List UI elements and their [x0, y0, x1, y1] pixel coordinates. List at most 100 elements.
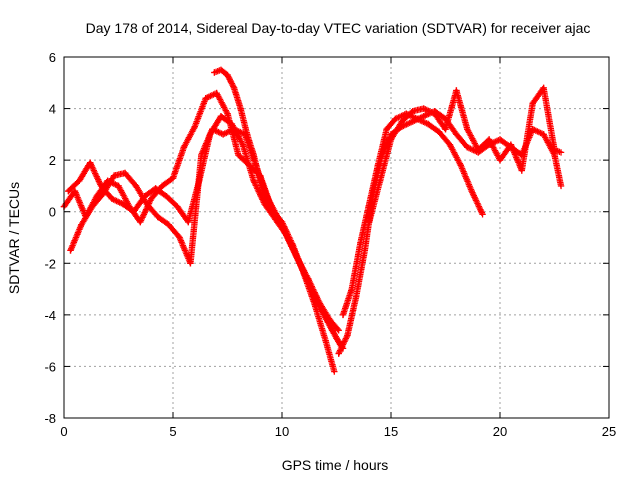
data-point: [300, 270, 307, 277]
data-point: [185, 218, 192, 226]
x-tick-label: 5: [169, 424, 176, 439]
x-tick-label: 0: [60, 424, 67, 439]
data-point: [409, 107, 416, 115]
data-series: [60, 66, 565, 375]
data-point: [119, 200, 127, 208]
data-point: [376, 177, 384, 184]
data-point: [442, 126, 449, 133]
data-point: [152, 185, 159, 192]
y-tick-label: -8: [44, 411, 56, 426]
data-point: [217, 113, 225, 120]
data-point: [198, 151, 205, 159]
data-point: [431, 110, 438, 117]
data-point: [191, 123, 198, 130]
data-point: [130, 208, 137, 215]
data-point: [97, 182, 105, 190]
data-point: [289, 242, 297, 249]
data-point: [250, 177, 257, 184]
data-point: [311, 301, 318, 308]
data-point: [335, 350, 342, 357]
grid: [64, 57, 609, 418]
data-point: [108, 195, 116, 203]
y-tick-label: 6: [49, 50, 56, 65]
data-point: [209, 126, 216, 133]
data-point: [71, 187, 79, 195]
series-track-a: [60, 89, 347, 352]
data-point: [219, 131, 227, 138]
data-point: [435, 128, 443, 135]
data-point: [187, 260, 194, 267]
data-point: [115, 182, 122, 190]
data-point: [529, 126, 536, 133]
data-point: [335, 327, 342, 334]
data-point: [65, 187, 72, 195]
data-point: [361, 247, 369, 254]
data-point: [174, 203, 181, 210]
data-point: [228, 120, 236, 128]
series-track-g: [366, 84, 565, 226]
data-point: [278, 218, 286, 226]
data-point: [464, 144, 471, 151]
data-point: [110, 172, 118, 179]
data-point: [148, 195, 155, 203]
data-point: [352, 293, 360, 301]
data-point: [398, 118, 406, 125]
data-point: [331, 368, 338, 375]
series-track-d: [211, 66, 338, 375]
x-tick-label: 15: [384, 424, 398, 439]
data-point: [86, 159, 94, 166]
data-point: [366, 218, 373, 226]
series-markers: [65, 113, 341, 333]
data-point: [392, 115, 399, 123]
x-tick-label: 20: [493, 424, 507, 439]
data-point: [479, 211, 486, 218]
data-point: [237, 105, 244, 112]
data-point: [165, 221, 172, 228]
data-point: [366, 200, 373, 208]
data-point: [213, 89, 220, 97]
tick-labels: 0 5 10 15 20 25 -8 -6 -4 -2 0 2 4 6: [44, 50, 616, 439]
series-markers: [60, 89, 346, 351]
data-point: [424, 120, 432, 128]
y-tick-label: 0: [49, 205, 56, 220]
data-point: [217, 66, 225, 74]
data-point: [250, 151, 257, 159]
data-point: [211, 69, 218, 76]
data-point: [485, 136, 493, 143]
data-point: [328, 327, 336, 334]
data-point: [453, 131, 460, 138]
data-point: [270, 208, 277, 215]
data-point: [202, 95, 209, 102]
data-point: [344, 332, 351, 339]
data-point: [158, 182, 166, 190]
data-point: [78, 221, 85, 228]
data-point: [100, 190, 107, 197]
y-tick-label: 2: [49, 153, 56, 168]
data-point: [154, 213, 161, 221]
plot-frame: [63, 56, 610, 419]
data-point: [243, 131, 251, 138]
series-track-c: [67, 126, 345, 349]
data-point: [224, 110, 231, 117]
x-tick-label: 10: [275, 424, 289, 439]
data-point: [163, 193, 170, 200]
data-point: [137, 218, 144, 226]
data-point: [464, 126, 471, 133]
data-point: [383, 126, 390, 133]
data-point: [496, 156, 504, 164]
data-point: [348, 285, 355, 293]
y-tick-label: -4: [44, 308, 56, 323]
y-tick-label: -6: [44, 359, 56, 374]
data-point: [496, 136, 504, 143]
data-point: [518, 167, 525, 174]
data-point: [420, 113, 427, 120]
data-point: [357, 239, 364, 246]
data-point: [239, 141, 246, 148]
data-point: [132, 182, 140, 190]
data-point: [540, 84, 547, 92]
data-point: [557, 149, 565, 156]
data-point: [235, 151, 242, 159]
data-point: [413, 115, 421, 123]
y-tick-label: 4: [49, 102, 56, 117]
